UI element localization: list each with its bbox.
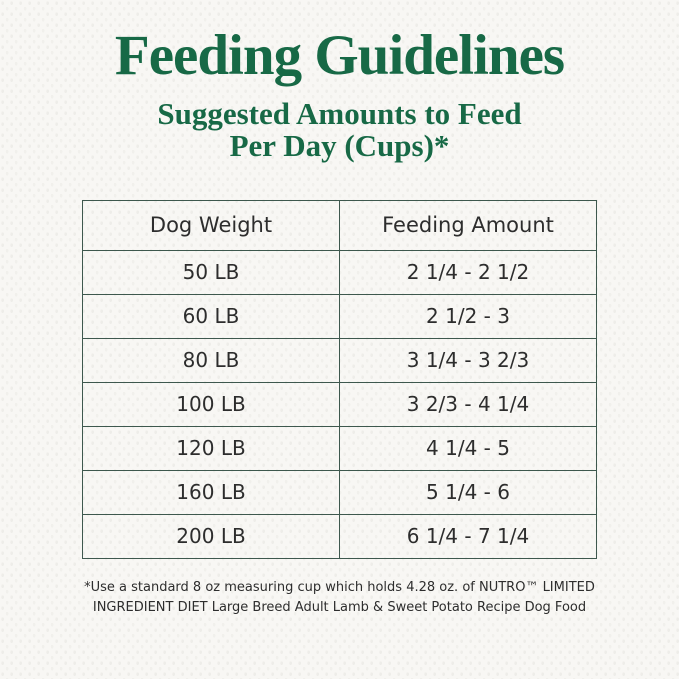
weight-cell: 120 LB — [82, 425, 340, 471]
footnote-line-2: INGREDIENT DIET Large Breed Adult Lamb &… — [92, 600, 587, 616]
weight-cell: 200 LB — [82, 513, 340, 559]
column-header-feeding-amount: Feeding Amount — [339, 199, 597, 251]
amount-cell: 5 1/4 - 6 — [339, 469, 597, 515]
column-header-dog-weight: Dog Weight — [82, 199, 340, 251]
table-row: 120 LB 4 1/4 - 5 — [82, 425, 597, 471]
amount-cell: 2 1/4 - 2 1/2 — [339, 249, 597, 295]
feeding-table: Dog Weight Feeding Amount 50 LB 2 1/4 - … — [82, 199, 597, 559]
table-row: 160 LB 5 1/4 - 6 — [82, 469, 597, 515]
table-row: 100 LB 3 2/3 - 4 1/4 — [82, 381, 597, 427]
footnote-line-1: *Use a standard 8 oz measuring cup which… — [84, 579, 595, 595]
subtitle: Suggested Amounts to Feed Per Day (Cups)* — [0, 95, 679, 164]
weight-cell: 160 LB — [82, 469, 340, 515]
table-row: 200 LB 6 1/4 - 7 1/4 — [82, 513, 597, 559]
amount-cell: 3 1/4 - 3 2/3 — [339, 337, 597, 383]
table-row: 50 LB 2 1/4 - 2 1/2 — [82, 249, 597, 295]
page-title: Feeding Guidelines — [114, 24, 565, 87]
weight-cell: 50 LB — [82, 249, 340, 295]
table-row: 60 LB 2 1/2 - 3 — [82, 293, 597, 339]
subtitle-line-2: Per Day (Cups)* — [229, 128, 450, 164]
weight-cell: 60 LB — [82, 293, 340, 339]
table-header-row: Dog Weight Feeding Amount — [82, 199, 597, 251]
subtitle-line-1: Suggested Amounts to Feed — [157, 95, 522, 131]
table-row: 80 LB 3 1/4 - 3 2/3 — [82, 337, 597, 383]
weight-cell: 80 LB — [82, 337, 340, 383]
amount-cell: 3 2/3 - 4 1/4 — [339, 381, 597, 427]
amount-cell: 6 1/4 - 7 1/4 — [339, 513, 597, 559]
amount-cell: 2 1/2 - 3 — [339, 293, 597, 339]
weight-cell: 100 LB — [82, 381, 340, 427]
footnote: *Use a standard 8 oz measuring cup which… — [0, 578, 679, 618]
amount-cell: 4 1/4 - 5 — [339, 425, 597, 471]
